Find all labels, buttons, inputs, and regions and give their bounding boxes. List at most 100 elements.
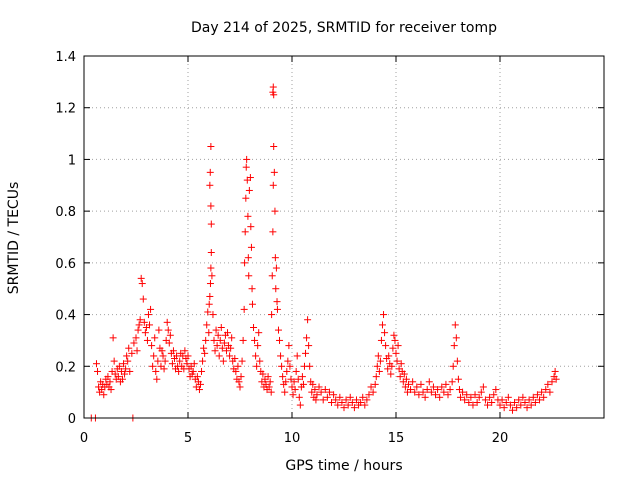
data-point bbox=[540, 393, 548, 401]
data-point bbox=[542, 386, 550, 394]
data-point bbox=[279, 373, 287, 381]
data-point bbox=[393, 357, 401, 365]
data-point bbox=[139, 295, 147, 303]
chart-title: Day 214 of 2025, SRMTID for receiver tom… bbox=[191, 20, 497, 36]
data-point bbox=[256, 357, 264, 365]
data-point bbox=[272, 264, 280, 272]
data-point bbox=[523, 404, 531, 412]
data-point bbox=[332, 396, 340, 404]
data-point bbox=[144, 311, 152, 319]
x-tick-label: 15 bbox=[388, 431, 405, 446]
data-point bbox=[477, 388, 485, 396]
data-point bbox=[189, 367, 197, 375]
data-point bbox=[346, 393, 354, 401]
data-point bbox=[241, 259, 249, 267]
data-point bbox=[284, 357, 292, 365]
data-points bbox=[87, 83, 560, 422]
data-point bbox=[442, 380, 450, 388]
data-point bbox=[293, 352, 301, 360]
data-point bbox=[504, 393, 512, 401]
data-point bbox=[168, 360, 176, 368]
data-point bbox=[394, 342, 402, 350]
data-point bbox=[239, 336, 247, 344]
data-point bbox=[536, 396, 544, 404]
data-point bbox=[402, 375, 410, 383]
data-point bbox=[232, 367, 240, 375]
data-point bbox=[454, 375, 462, 383]
data-point bbox=[228, 334, 236, 342]
data-point bbox=[255, 329, 263, 337]
data-point bbox=[222, 347, 230, 355]
data-point bbox=[154, 357, 162, 365]
data-point bbox=[227, 344, 235, 352]
data-point bbox=[134, 326, 142, 334]
data-point bbox=[169, 347, 177, 355]
data-point bbox=[500, 404, 508, 412]
data-point bbox=[529, 393, 537, 401]
data-point bbox=[206, 168, 214, 176]
data-point bbox=[387, 370, 395, 378]
data-point bbox=[372, 373, 380, 381]
data-point bbox=[479, 383, 487, 391]
data-point bbox=[269, 83, 277, 91]
data-point bbox=[463, 391, 471, 399]
data-point bbox=[152, 367, 160, 375]
data-point bbox=[158, 347, 166, 355]
data-point bbox=[282, 378, 290, 386]
data-point bbox=[380, 311, 388, 319]
data-point bbox=[294, 375, 302, 383]
y-axis-label: SRMTID / TECUs bbox=[6, 182, 22, 295]
data-point bbox=[159, 352, 167, 360]
data-point bbox=[385, 352, 393, 360]
data-point bbox=[452, 334, 460, 342]
data-point bbox=[471, 391, 479, 399]
data-point bbox=[164, 326, 172, 334]
data-point bbox=[214, 331, 222, 339]
axis-ticks: 0 0.2 0.4 0.6 0.8 1 1.2 1.4 0 5 10 15 20 bbox=[55, 50, 604, 446]
data-point bbox=[502, 398, 510, 406]
data-point bbox=[551, 367, 559, 375]
data-point bbox=[325, 388, 333, 396]
data-point bbox=[388, 362, 396, 370]
data-point bbox=[390, 331, 398, 339]
data-point bbox=[413, 383, 421, 391]
data-point bbox=[269, 228, 277, 236]
data-point bbox=[440, 388, 448, 396]
data-point bbox=[400, 370, 408, 378]
data-point bbox=[203, 321, 211, 329]
data-point bbox=[292, 367, 300, 375]
data-point bbox=[371, 380, 379, 388]
data-point bbox=[109, 334, 117, 342]
data-point bbox=[513, 404, 521, 412]
data-point bbox=[133, 347, 141, 355]
data-point bbox=[207, 249, 215, 257]
data-point bbox=[175, 367, 183, 375]
data-point bbox=[176, 357, 184, 365]
data-point bbox=[210, 336, 218, 344]
data-point bbox=[511, 398, 519, 406]
data-point bbox=[208, 272, 216, 280]
data-point bbox=[206, 280, 214, 288]
data-point bbox=[311, 386, 319, 394]
data-point bbox=[334, 401, 342, 409]
y-tick-label: 0.2 bbox=[55, 360, 76, 375]
data-point bbox=[100, 391, 108, 399]
data-point bbox=[448, 378, 456, 386]
data-point bbox=[201, 349, 209, 357]
data-point bbox=[305, 342, 313, 350]
data-point bbox=[121, 370, 129, 378]
data-point bbox=[196, 380, 204, 388]
data-point bbox=[271, 254, 279, 262]
data-point bbox=[114, 373, 122, 381]
data-point bbox=[446, 386, 454, 394]
data-point bbox=[251, 336, 259, 344]
data-point bbox=[525, 396, 533, 404]
data-point bbox=[481, 396, 489, 404]
data-point bbox=[365, 391, 373, 399]
data-point bbox=[302, 349, 310, 357]
data-point bbox=[548, 378, 556, 386]
data-point bbox=[492, 386, 500, 394]
data-point bbox=[417, 380, 425, 388]
data-point bbox=[250, 324, 258, 331]
data-point bbox=[163, 318, 171, 326]
